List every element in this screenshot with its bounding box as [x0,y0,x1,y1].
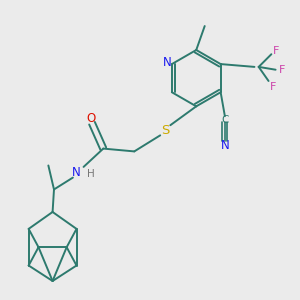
Text: C: C [221,115,229,124]
Text: N: N [220,139,229,152]
Text: O: O [86,112,95,125]
Text: F: F [270,82,276,92]
Text: F: F [273,46,280,56]
Text: F: F [279,65,285,75]
Text: S: S [161,124,170,137]
Text: N: N [163,56,172,69]
Text: H: H [87,169,94,179]
Text: N: N [72,166,81,179]
